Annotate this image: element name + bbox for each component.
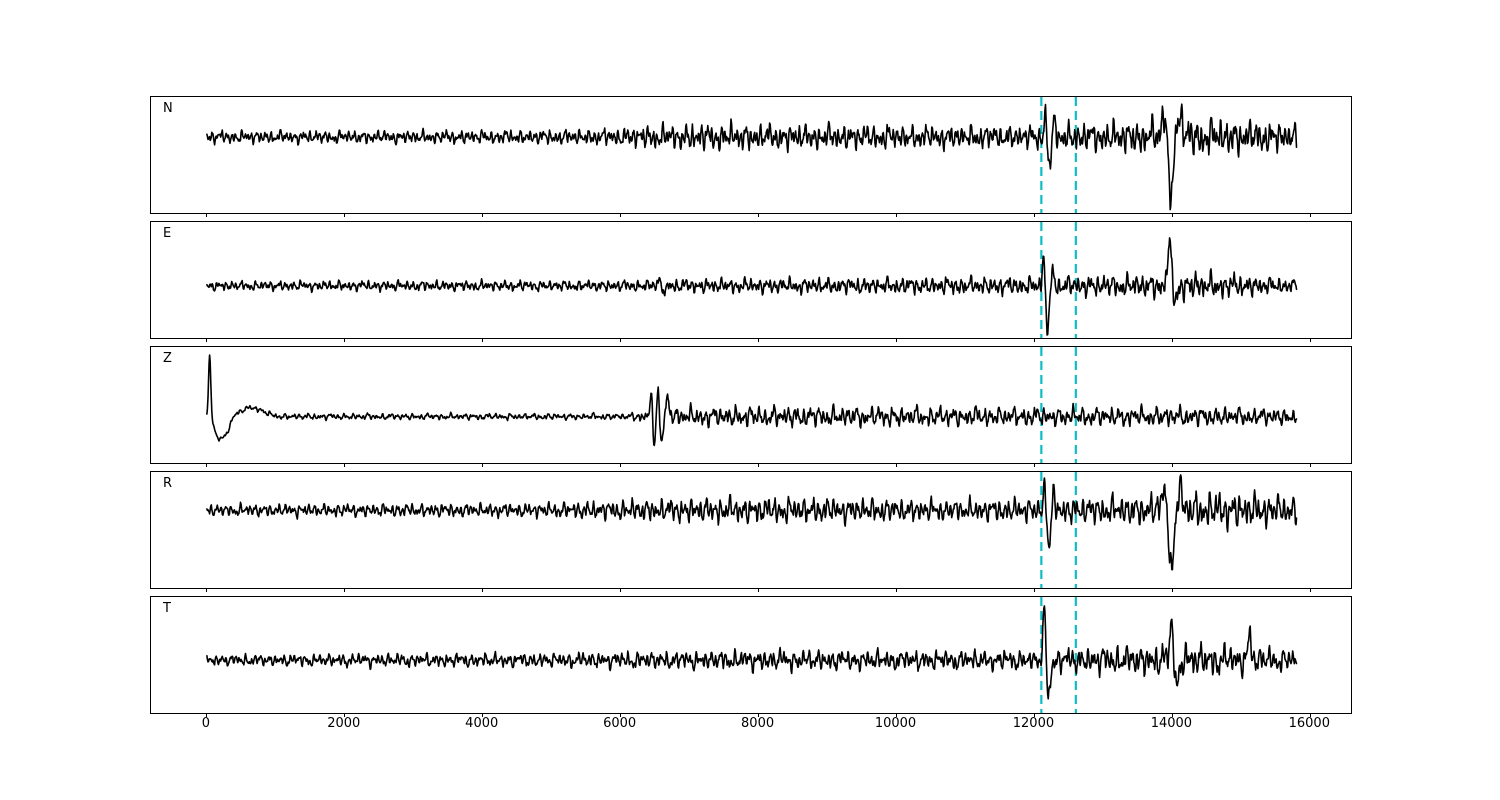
x-axis-tick: [895, 588, 898, 592]
x-axis-tick: [757, 338, 760, 342]
x-axis-tick: [757, 588, 760, 592]
seismic-trace-R: [206, 474, 1298, 571]
x-axis-tick: [1033, 588, 1036, 592]
trace-label-T: T: [163, 601, 171, 616]
x-axis-tick: [206, 338, 208, 342]
x-axis-tick: [344, 338, 346, 342]
waveform-panel-N: N: [150, 96, 1352, 217]
x-axis-tick: [1171, 213, 1173, 217]
x-axis-tick: [757, 463, 760, 467]
x-axis-tick: [757, 213, 760, 217]
waveform-panel-E: E: [150, 221, 1352, 342]
trace-plot-area: [206, 347, 1298, 463]
x-axis-tick: [895, 213, 898, 217]
x-axis-tick: [620, 463, 622, 467]
x-axis-tick: [206, 713, 208, 717]
x-axis-tick: [482, 338, 484, 342]
x-tick-label-14000: 14000: [1150, 716, 1193, 731]
trace-label-Z: Z: [163, 351, 172, 366]
x-axis-tick: [482, 588, 484, 592]
trace-plot-area: [206, 222, 1298, 338]
x-axis-tick: [1171, 338, 1173, 342]
x-axis-tick: [620, 213, 622, 217]
x-axis-tick: [1171, 463, 1173, 467]
x-tick-label-10000: 10000: [874, 716, 917, 731]
x-axis-tick: [895, 463, 898, 467]
x-axis-tick: [206, 213, 208, 217]
trace-plot-area: [206, 597, 1298, 713]
x-tick-label-2000: 2000: [327, 716, 361, 731]
x-axis-tick: [757, 713, 760, 717]
trace-label-N: N: [163, 101, 173, 116]
seismic-trace-E: [206, 237, 1298, 336]
x-axis-tick: [620, 338, 622, 342]
x-axis-tick: [1171, 588, 1173, 592]
x-axis-tick: [1033, 338, 1036, 342]
x-axis-tick: [482, 713, 484, 717]
x-tick-label-4000: 4000: [465, 716, 499, 731]
trace-plot-area: [206, 472, 1298, 588]
x-axis-tick: [895, 713, 898, 717]
x-axis-tick: [344, 213, 346, 217]
x-axis-tick: [482, 213, 484, 217]
seismic-trace-Z: [206, 354, 1298, 447]
x-axis-tick: [620, 713, 622, 717]
trace-label-E: E: [163, 226, 172, 241]
x-tick-label-8000: 8000: [741, 716, 775, 731]
seismic-trace-T: [206, 605, 1298, 700]
x-axis-tick: [206, 463, 208, 467]
x-axis-tick: [1309, 338, 1311, 342]
x-axis-tick: [1033, 463, 1036, 467]
x-axis-tick: [1033, 713, 1036, 717]
trace-label-R: R: [163, 476, 173, 491]
x-axis-tick: [1309, 588, 1311, 592]
x-tick-label-16000: 16000: [1288, 716, 1330, 731]
x-axis-tick: [344, 713, 346, 717]
seismic-trace-N: [206, 103, 1298, 211]
x-axis-tick: [1309, 213, 1311, 217]
x-axis-tick: [1309, 463, 1311, 467]
x-axis-tick: [206, 588, 208, 592]
x-tick-label-12000: 12000: [1012, 716, 1055, 731]
x-tick-label-6000: 6000: [603, 716, 637, 731]
x-axis-tick: [1309, 713, 1311, 717]
waveform-panel-R: R: [150, 471, 1352, 592]
trace-plot-area: [206, 97, 1298, 213]
x-axis-tick: [1033, 213, 1036, 217]
waveform-panel-T: T: [150, 596, 1352, 717]
x-axis-tick: [344, 588, 346, 592]
x-tick-label-0: 0: [201, 716, 210, 731]
x-axis-tick: [620, 588, 622, 592]
x-axis-tick: [344, 463, 346, 467]
waveform-panel-Z: Z: [150, 346, 1352, 467]
x-axis-tick: [1171, 713, 1173, 717]
x-axis-tick: [895, 338, 898, 342]
x-axis-tick: [482, 463, 484, 467]
